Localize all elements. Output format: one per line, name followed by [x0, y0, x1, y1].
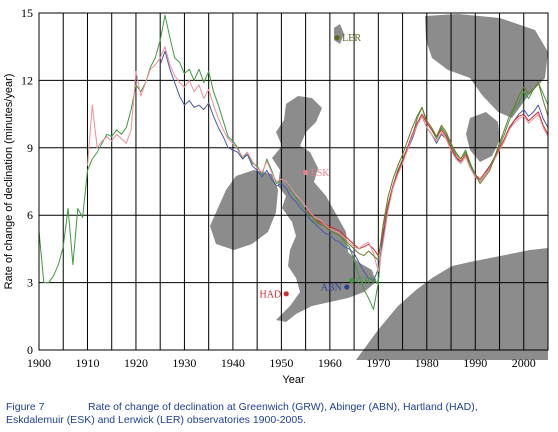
x-tick-label: 1930 — [172, 356, 196, 370]
grid — [39, 13, 548, 350]
x-tick-label: 1950 — [269, 356, 293, 370]
figure-caption: Figure 7 Rate of change of declination at… — [6, 401, 554, 427]
observatory-label-abn: ABN — [321, 283, 342, 294]
plot-frame — [38, 12, 549, 351]
series-line-ler — [305, 82, 549, 261]
x-tick-label: 1980 — [415, 356, 439, 370]
britain-map-background — [210, 14, 548, 360]
x-tick-label: 1900 — [27, 356, 51, 370]
map-denmark — [466, 112, 500, 162]
series-layer — [38, 14, 549, 311]
observatory-dot-esk — [303, 169, 309, 176]
x-tick-label: 2000 — [512, 356, 536, 370]
caption-line-1: Rate of change of declination at Greenwi… — [88, 401, 478, 413]
x-axis-label: Year — [282, 374, 305, 386]
observatory-label-ler: LER — [342, 33, 361, 44]
caption-line-2: Eskdalemuir (ESK) and Lerwick (LER) obse… — [6, 414, 306, 426]
caption-figure-number: Figure 7 — [6, 401, 45, 413]
observatory-dot-abn — [344, 284, 350, 290]
y-tick-label: 9 — [27, 141, 33, 155]
map-continent — [356, 248, 548, 360]
series-line-esk — [87, 46, 549, 272]
x-tick-label: 1970 — [366, 356, 390, 370]
y-tick-label: 6 — [27, 208, 33, 222]
y-tick-label: 15 — [21, 6, 33, 20]
observatory-dot-grw — [349, 277, 355, 283]
observatory-label-esk: ESK — [311, 168, 331, 179]
y-tick-label: 3 — [27, 276, 33, 290]
map-ireland — [210, 170, 278, 250]
map-norway — [425, 14, 548, 118]
observatory-dot-ler — [334, 35, 340, 41]
observatory-label-grw: GRW — [357, 276, 380, 287]
y-tick-label: 0 — [27, 343, 33, 357]
observatory-label-had: HAD — [260, 289, 282, 300]
y-axis-label: Rate of change of declination (minutes/y… — [3, 74, 15, 290]
y-tick-label: 12 — [21, 73, 33, 87]
x-tick-label: 1960 — [318, 356, 342, 370]
series-line-grw — [38, 14, 549, 311]
series-line-had — [305, 111, 549, 257]
x-tick-label: 1940 — [221, 356, 245, 370]
observatory-dot-had — [283, 291, 289, 297]
observatory-markers: LER ESK GRW ABN HAD — [260, 33, 380, 300]
map-great-britain — [272, 96, 376, 322]
tick-labels: 1900 1910 1920 1930 1940 1950 1960 1970 1980 1990… — [21, 6, 536, 370]
x-tick-label: 1910 — [75, 356, 99, 370]
x-tick-label: 1920 — [124, 356, 148, 370]
x-tick-label: 1990 — [463, 356, 487, 370]
